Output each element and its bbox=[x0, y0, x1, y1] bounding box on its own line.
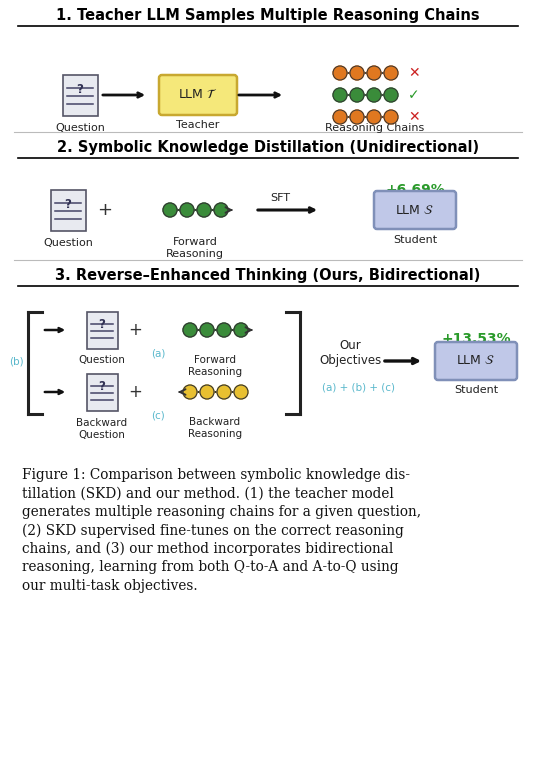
Text: Question: Question bbox=[43, 238, 93, 248]
Circle shape bbox=[384, 110, 398, 124]
Text: Question: Question bbox=[79, 355, 125, 365]
Circle shape bbox=[183, 323, 197, 337]
Text: Reasoning Chains: Reasoning Chains bbox=[325, 123, 425, 133]
Text: generates multiple reasoning chains for a given question,: generates multiple reasoning chains for … bbox=[22, 505, 421, 519]
Text: Our
Objectives: Our Objectives bbox=[319, 339, 381, 367]
Text: (c): (c) bbox=[151, 410, 165, 420]
Text: +: + bbox=[98, 201, 113, 219]
Circle shape bbox=[234, 385, 248, 399]
Text: ?: ? bbox=[64, 198, 71, 211]
Circle shape bbox=[183, 385, 197, 399]
Circle shape bbox=[350, 110, 364, 124]
FancyBboxPatch shape bbox=[374, 191, 456, 229]
Circle shape bbox=[217, 385, 231, 399]
FancyBboxPatch shape bbox=[435, 342, 517, 380]
Text: 1. Teacher LLM Samples Multiple Reasoning Chains: 1. Teacher LLM Samples Multiple Reasonin… bbox=[56, 8, 480, 23]
Circle shape bbox=[333, 66, 347, 80]
Text: Figure 1: Comparison between symbolic knowledge dis-: Figure 1: Comparison between symbolic kn… bbox=[22, 468, 410, 482]
Circle shape bbox=[163, 203, 177, 217]
Circle shape bbox=[350, 66, 364, 80]
Text: reasoning, learning from both Q-to-A and A-to-Q using: reasoning, learning from both Q-to-A and… bbox=[22, 561, 399, 575]
Circle shape bbox=[367, 66, 381, 80]
Circle shape bbox=[384, 88, 398, 102]
Text: 2. Symbolic Knowledge Distillation (Unidirectional): 2. Symbolic Knowledge Distillation (Unid… bbox=[57, 140, 479, 155]
Text: Forward
Reasoning: Forward Reasoning bbox=[188, 355, 242, 376]
Circle shape bbox=[234, 323, 248, 337]
FancyBboxPatch shape bbox=[63, 75, 98, 116]
Text: ✓: ✓ bbox=[408, 88, 420, 102]
Circle shape bbox=[367, 88, 381, 102]
Text: ✕: ✕ bbox=[408, 110, 420, 124]
Text: (a) + (b) + (c): (a) + (b) + (c) bbox=[322, 383, 394, 393]
Circle shape bbox=[217, 323, 231, 337]
FancyBboxPatch shape bbox=[86, 312, 117, 348]
Text: Student: Student bbox=[393, 235, 437, 245]
Circle shape bbox=[200, 323, 214, 337]
Text: (2) SKD supervised fine-tunes on the correct reasoning: (2) SKD supervised fine-tunes on the cor… bbox=[22, 523, 404, 538]
Text: (a): (a) bbox=[151, 348, 165, 358]
Text: Backward
Question: Backward Question bbox=[77, 418, 128, 440]
Circle shape bbox=[333, 110, 347, 124]
Text: Teacher: Teacher bbox=[176, 120, 220, 130]
Text: ?: ? bbox=[77, 83, 84, 96]
FancyBboxPatch shape bbox=[86, 373, 117, 411]
FancyBboxPatch shape bbox=[159, 75, 237, 115]
Text: +13.53%: +13.53% bbox=[441, 332, 511, 346]
Circle shape bbox=[384, 66, 398, 80]
Text: Student: Student bbox=[454, 385, 498, 395]
Circle shape bbox=[350, 88, 364, 102]
Circle shape bbox=[367, 110, 381, 124]
Text: chains, and (3) our method incorporates bidirectional: chains, and (3) our method incorporates … bbox=[22, 542, 393, 556]
Circle shape bbox=[214, 203, 228, 217]
Text: our multi-task objectives.: our multi-task objectives. bbox=[22, 579, 198, 593]
Text: Question: Question bbox=[55, 123, 105, 133]
Text: LLM $\mathcal{S}$: LLM $\mathcal{S}$ bbox=[396, 203, 435, 216]
Text: Forward
Reasoning: Forward Reasoning bbox=[166, 237, 224, 258]
FancyBboxPatch shape bbox=[50, 190, 86, 230]
Text: +6.69%: +6.69% bbox=[385, 183, 445, 197]
Text: LLM $\mathcal{S}$: LLM $\mathcal{S}$ bbox=[457, 354, 496, 367]
Circle shape bbox=[197, 203, 211, 217]
Text: ?: ? bbox=[99, 319, 106, 331]
Text: tillation (SKD) and our method. (1) the teacher model: tillation (SKD) and our method. (1) the … bbox=[22, 486, 394, 501]
Text: +: + bbox=[128, 321, 142, 339]
Text: SFT: SFT bbox=[270, 193, 290, 203]
Text: ?: ? bbox=[99, 380, 106, 393]
Text: +: + bbox=[128, 383, 142, 401]
Text: 3. Reverse–Enhanced Thinking (Ours, Bidirectional): 3. Reverse–Enhanced Thinking (Ours, Bidi… bbox=[55, 268, 481, 283]
Circle shape bbox=[180, 203, 194, 217]
Text: ✕: ✕ bbox=[408, 66, 420, 80]
Text: Backward
Reasoning: Backward Reasoning bbox=[188, 417, 242, 439]
Text: (b): (b) bbox=[9, 356, 23, 366]
Circle shape bbox=[200, 385, 214, 399]
Text: LLM $\mathcal{T}$: LLM $\mathcal{T}$ bbox=[178, 88, 218, 101]
Circle shape bbox=[333, 88, 347, 102]
